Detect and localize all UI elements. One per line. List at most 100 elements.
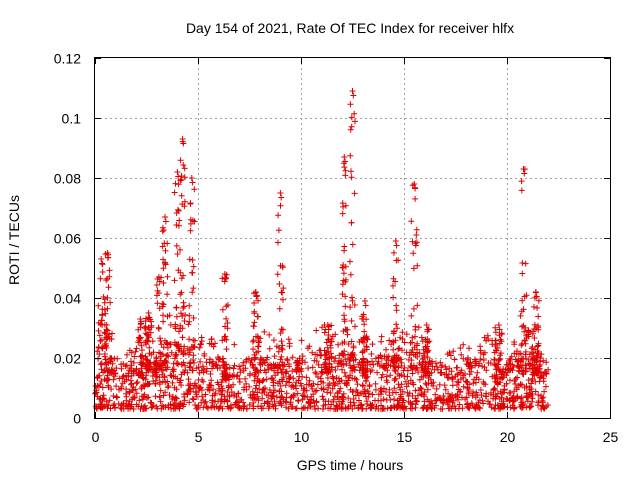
data-point (315, 405, 322, 412)
data-point (156, 305, 163, 312)
data-point (315, 374, 321, 380)
data-point (343, 276, 349, 283)
data-point (176, 217, 183, 224)
data-point (225, 382, 232, 389)
data-point (352, 323, 358, 330)
data-point (334, 394, 341, 401)
data-point (257, 355, 264, 362)
data-point (324, 322, 331, 328)
data-point (285, 336, 292, 343)
data-point (460, 341, 467, 348)
data-point (216, 404, 223, 411)
data-point (186, 364, 193, 371)
data-point (339, 264, 346, 271)
data-point (471, 356, 478, 363)
data-point (349, 405, 356, 412)
data-point (329, 385, 336, 392)
data-point (535, 391, 542, 398)
data-point (105, 254, 112, 261)
data-point (360, 316, 367, 322)
data-point (142, 402, 148, 409)
data-point (235, 404, 242, 411)
data-point (206, 356, 213, 363)
data-point (309, 349, 316, 356)
data-point (378, 333, 385, 340)
data-point (251, 371, 258, 378)
data-point (533, 352, 540, 359)
data-point (173, 403, 179, 410)
data-point (532, 388, 539, 395)
data-point (522, 340, 529, 347)
data-point (280, 396, 287, 403)
data-point (347, 304, 354, 311)
data-point (520, 322, 527, 329)
data-point (293, 379, 300, 386)
data-point (511, 339, 518, 345)
data-point (279, 263, 286, 269)
data-point (324, 389, 331, 396)
data-point (267, 364, 273, 371)
data-point (142, 339, 149, 346)
data-point (543, 359, 550, 366)
data-point (253, 349, 260, 356)
data-point (465, 354, 471, 361)
data-point (189, 395, 196, 402)
data-point (208, 377, 215, 384)
data-point (535, 313, 542, 320)
data-point (286, 375, 293, 382)
data-point (130, 387, 137, 394)
data-point (97, 337, 104, 344)
data-point (284, 357, 291, 364)
data-point (412, 240, 419, 247)
data-point (392, 363, 399, 370)
data-point (155, 290, 162, 296)
data-point (530, 350, 537, 357)
data-point (450, 348, 457, 355)
data-point (362, 302, 369, 309)
data-point (217, 403, 224, 410)
data-point (375, 354, 382, 361)
data-point (421, 389, 428, 395)
data-point (195, 376, 202, 383)
data-point (180, 162, 187, 168)
data-point (405, 380, 412, 387)
data-point (153, 282, 160, 288)
data-point (278, 388, 285, 395)
data-point (263, 376, 270, 383)
data-point (342, 303, 349, 310)
data-point (276, 281, 283, 287)
data-point (255, 397, 262, 404)
data-point (351, 302, 358, 308)
data-point (310, 380, 317, 387)
data-point (511, 404, 518, 411)
data-point (200, 404, 207, 411)
data-point (224, 320, 231, 326)
data-point (196, 369, 203, 376)
data-point (181, 198, 188, 205)
data-point (112, 370, 119, 377)
data-point (493, 393, 500, 400)
data-point (369, 358, 376, 365)
data-point (186, 349, 193, 356)
data-point (361, 334, 368, 341)
data-point (173, 242, 180, 249)
data-point (219, 306, 226, 313)
data-point (128, 349, 135, 356)
data-point (386, 386, 393, 393)
data-point (174, 251, 181, 257)
data-point (384, 367, 391, 374)
data-point (360, 383, 366, 389)
data-point (193, 365, 200, 372)
data-point (511, 405, 517, 411)
data-point (144, 394, 150, 401)
data-point (451, 356, 458, 363)
data-point (517, 381, 524, 388)
data-point (177, 177, 184, 184)
data-point (187, 216, 194, 223)
data-point (442, 386, 449, 393)
data-point (532, 289, 539, 295)
data-point (399, 336, 406, 342)
data-point (155, 324, 162, 331)
data-point (189, 289, 196, 296)
data-point (359, 362, 366, 368)
